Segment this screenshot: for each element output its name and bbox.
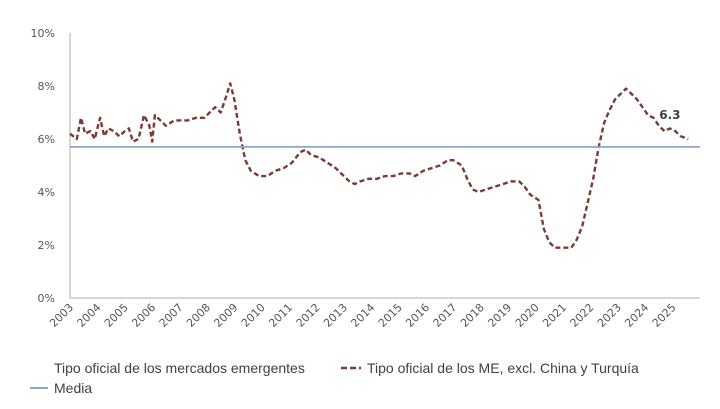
y-tick-label: 2% bbox=[38, 239, 55, 252]
x-tick-label: 2009 bbox=[211, 301, 240, 330]
x-tick-label: 2018 bbox=[458, 301, 487, 330]
x-tick-label: 2016 bbox=[403, 301, 432, 330]
x-tick-label: 2021 bbox=[540, 301, 569, 330]
annotations: 6.3 bbox=[659, 108, 680, 122]
y-tick-label: 4% bbox=[38, 186, 55, 199]
y-tick-label: 0% bbox=[38, 292, 55, 305]
x-tick-label: 2007 bbox=[157, 301, 186, 330]
x-tick-label: 2023 bbox=[595, 301, 624, 330]
x-tick-label: 2013 bbox=[321, 301, 350, 330]
x-tick-label: 2011 bbox=[266, 301, 295, 330]
x-tick-label: 2024 bbox=[622, 301, 651, 330]
x-tick-label: 2014 bbox=[348, 301, 377, 330]
y-tick-label: 10% bbox=[31, 27, 55, 40]
x-tick-label: 2012 bbox=[294, 301, 323, 330]
x-tick-label: 2019 bbox=[485, 301, 514, 330]
x-tick-label: 2020 bbox=[513, 301, 542, 330]
x-tick-label: 2010 bbox=[239, 301, 268, 330]
x-tick-label: 2008 bbox=[184, 301, 213, 330]
y-axis: 0% 2% 4% 6% 8% 10% bbox=[31, 27, 71, 305]
plot-area bbox=[69, 82, 700, 249]
y-tick-label: 8% bbox=[38, 80, 55, 93]
x-tick-label: 2003 bbox=[47, 301, 76, 330]
data-label: 6.3 bbox=[659, 108, 680, 122]
x-tick-label: 2022 bbox=[568, 301, 597, 330]
series-line-excl-china-turquia bbox=[69, 82, 689, 249]
x-tick-label: 2004 bbox=[75, 301, 104, 330]
x-tick-label: 2006 bbox=[129, 301, 158, 330]
x-tick-label: 2015 bbox=[376, 301, 405, 330]
x-tick-label: 2017 bbox=[431, 301, 460, 330]
y-tick-label: 6% bbox=[38, 133, 55, 146]
x-axis: 2003200420052006200720082009201020112012… bbox=[47, 297, 700, 330]
x-tick-label: 2005 bbox=[102, 301, 131, 330]
x-tick-label: 2025 bbox=[650, 301, 679, 330]
